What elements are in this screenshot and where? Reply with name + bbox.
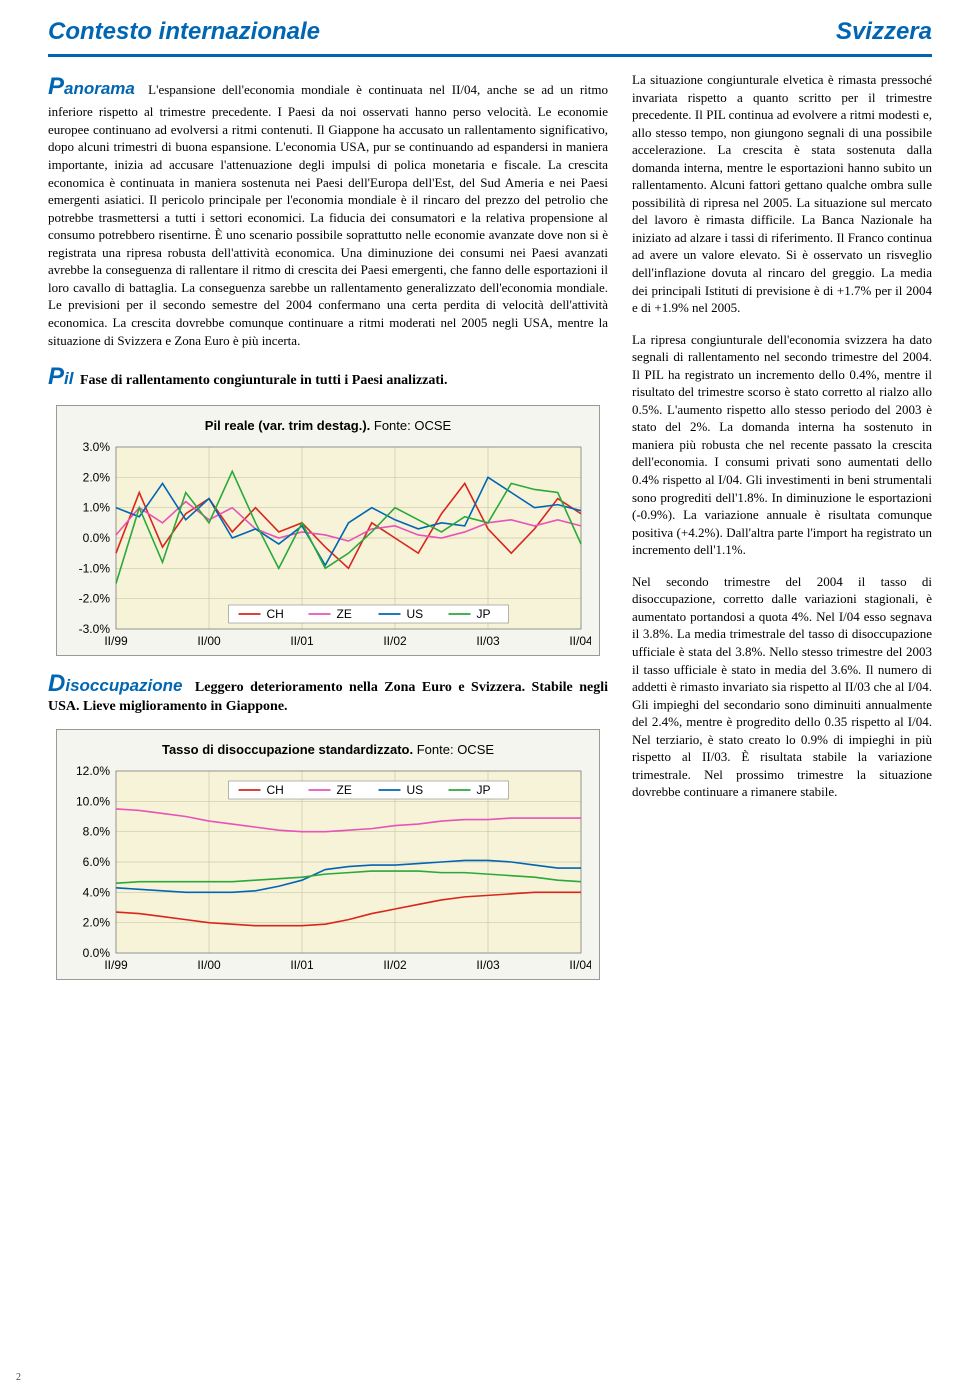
svg-text:ZE: ZE [337,607,352,621]
pil-section: Pil Fase di rallentamento congiunturale … [48,363,608,656]
disocc-cap: D [48,670,65,697]
header-rule [48,54,932,57]
svg-text:II/03: II/03 [476,958,500,972]
disocc-heading: Disoccupazione Leggero deterioramento ne… [48,670,608,715]
svg-text:II/02: II/02 [383,958,407,972]
pil-cap: P [48,363,64,390]
header-right: Svizzera [836,18,932,46]
svg-text:6.0%: 6.0% [83,855,111,869]
right-column: La situazione congiunturale elvetica è r… [632,71,932,994]
panorama-text: Panorama L'espansione dell'economia mond… [48,71,608,349]
disocc-chart-title-src: Fonte: OCSE [413,742,494,757]
pil-subtitle: Fase di rallentamento congiunturale in t… [80,373,447,388]
top-headers: Contesto internazionale Svizzera [48,18,932,46]
right-para-2: La ripresa congiunturale dell'economia s… [632,331,932,559]
svg-text:II/99: II/99 [104,958,128,972]
panorama-section: Panorama L'espansione dell'economia mond… [48,71,608,349]
svg-text:2.0%: 2.0% [83,916,111,930]
disocc-chart-title: Tasso di disoccupazione standardizzato. … [61,742,595,757]
svg-text:II/03: II/03 [476,634,500,648]
svg-text:-2.0%: -2.0% [79,592,111,606]
svg-text:II/01: II/01 [290,958,314,972]
svg-text:CH: CH [267,607,284,621]
disocc-chart-frame: Tasso di disoccupazione standardizzato. … [56,729,600,980]
svg-text:II/04: II/04 [569,634,591,648]
svg-text:1.0%: 1.0% [83,501,111,515]
svg-text:US: US [407,783,424,797]
pil-chart-title-src: Fonte: OCSE [370,418,451,433]
right-para-1: La situazione congiunturale elvetica è r… [632,71,932,317]
svg-text:II/02: II/02 [383,634,407,648]
svg-text:II/04: II/04 [569,958,591,972]
svg-text:CH: CH [267,783,284,797]
disocc-chart-title-bold: Tasso di disoccupazione standardizzato. [162,742,413,757]
pil-rest: il [64,369,73,388]
pil-chart-title-bold: Pil reale (var. trim destag.). [205,418,370,433]
svg-text:II/00: II/00 [197,958,221,972]
left-column: Panorama L'espansione dell'economia mond… [48,71,608,994]
panorama-rest: anorama [64,79,135,98]
panorama-cap: P [48,73,64,100]
svg-text:ZE: ZE [337,783,352,797]
svg-text:JP: JP [477,783,491,797]
svg-text:II/99: II/99 [104,634,128,648]
panorama-body: L'espansione dell'economia mondiale è co… [48,82,608,348]
main-columns: Panorama L'espansione dell'economia mond… [48,71,932,994]
svg-text:12.0%: 12.0% [76,765,110,778]
pil-chart-title: Pil reale (var. trim destag.). Fonte: OC… [61,418,595,433]
pil-heading: Pil Fase di rallentamento congiunturale … [48,363,608,391]
svg-text:JP: JP [477,607,491,621]
svg-text:-1.0%: -1.0% [79,561,111,575]
header-left: Contesto internazionale [48,18,320,46]
svg-text:4.0%: 4.0% [83,885,111,899]
pil-chart-svg: 3.0%2.0%1.0%0.0%-1.0%-2.0%-3.0%II/99II/0… [61,441,591,651]
svg-text:10.0%: 10.0% [76,794,110,808]
right-para-3: Nel secondo trimestre del 2004 il tasso … [632,573,932,801]
disocc-rest: isoccupazione [65,676,182,695]
pil-chart-frame: Pil reale (var. trim destag.). Fonte: OC… [56,405,600,656]
svg-text:US: US [407,607,424,621]
disocc-chart-svg: 12.0%10.0%8.0%6.0%4.0%2.0%0.0%II/99II/00… [61,765,591,975]
svg-text:2.0%: 2.0% [83,470,111,484]
svg-text:II/00: II/00 [197,634,221,648]
svg-text:3.0%: 3.0% [83,441,111,454]
disocc-section: Disoccupazione Leggero deterioramento ne… [48,670,608,980]
page-number: 2 [16,1372,21,1383]
svg-text:8.0%: 8.0% [83,825,111,839]
svg-text:II/01: II/01 [290,634,314,648]
svg-text:0.0%: 0.0% [83,531,111,545]
